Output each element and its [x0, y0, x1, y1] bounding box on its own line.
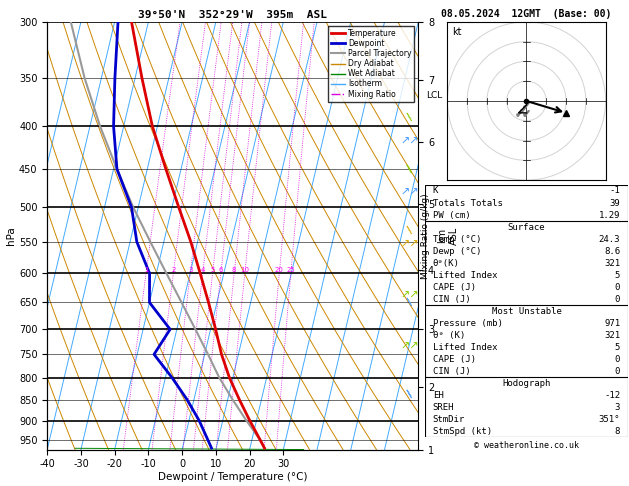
Text: 5: 5 — [615, 271, 620, 279]
Y-axis label: km
ASL: km ASL — [437, 226, 459, 245]
Text: /: / — [406, 225, 415, 234]
Text: θᵊ (K): θᵊ (K) — [433, 331, 465, 340]
Text: 0: 0 — [615, 295, 620, 304]
Text: CIN (J): CIN (J) — [433, 295, 470, 304]
Text: ↗↗: ↗↗ — [401, 137, 420, 147]
Text: CAPE (J): CAPE (J) — [433, 355, 476, 364]
Text: 08.05.2024  12GMT  (Base: 00): 08.05.2024 12GMT (Base: 00) — [442, 9, 611, 19]
Text: Dewp (°C): Dewp (°C) — [433, 246, 481, 256]
Text: LCL: LCL — [426, 91, 442, 101]
Text: Most Unstable: Most Unstable — [491, 307, 562, 316]
Text: /: / — [406, 389, 415, 399]
Text: ↗↗: ↗↗ — [401, 342, 420, 352]
Text: 3: 3 — [615, 403, 620, 412]
Text: /: / — [406, 112, 415, 122]
Text: /: / — [406, 164, 415, 174]
Text: 971: 971 — [604, 319, 620, 328]
Text: 20: 20 — [275, 267, 284, 274]
Text: StmDir: StmDir — [433, 415, 465, 424]
Title: 39°50'N  352°29'W  395m  ASL: 39°50'N 352°29'W 395m ASL — [138, 10, 327, 20]
Text: kt: kt — [452, 27, 462, 36]
Text: 0: 0 — [615, 367, 620, 376]
Text: ↗↗: ↗↗ — [401, 291, 420, 300]
X-axis label: Dewpoint / Temperature (°C): Dewpoint / Temperature (°C) — [158, 472, 308, 482]
Text: K: K — [433, 187, 438, 195]
Text: 2: 2 — [171, 267, 175, 274]
Text: /: / — [406, 225, 415, 234]
Text: 39: 39 — [610, 198, 620, 208]
Text: 5: 5 — [615, 343, 620, 352]
Text: Lifted Index: Lifted Index — [433, 343, 498, 352]
Text: 8: 8 — [232, 267, 237, 274]
Text: /: / — [406, 389, 415, 399]
Text: ↗↗: ↗↗ — [401, 239, 420, 249]
Text: CAPE (J): CAPE (J) — [433, 283, 476, 292]
Text: Surface: Surface — [508, 223, 545, 231]
Text: 25: 25 — [286, 267, 295, 274]
Text: θᵊ(K): θᵊ(K) — [433, 259, 460, 268]
Text: /: / — [406, 164, 415, 174]
Text: 6: 6 — [219, 267, 223, 274]
Text: Mixing Ratio (g/kg): Mixing Ratio (g/kg) — [421, 193, 430, 278]
Text: /: / — [406, 164, 415, 174]
Text: /: / — [406, 389, 415, 399]
Text: 1.29: 1.29 — [599, 210, 620, 220]
Text: StmSpd (kt): StmSpd (kt) — [433, 427, 492, 436]
Text: /: / — [406, 298, 415, 307]
Text: 24.3: 24.3 — [599, 235, 620, 243]
Text: -1: -1 — [610, 187, 620, 195]
Text: Hodograph: Hodograph — [503, 379, 550, 388]
Text: /: / — [406, 298, 415, 307]
Text: 0: 0 — [615, 355, 620, 364]
Text: /: / — [406, 112, 415, 122]
Text: 10: 10 — [240, 267, 249, 274]
Text: 321: 321 — [604, 331, 620, 340]
Text: 321: 321 — [604, 259, 620, 268]
Legend: Temperature, Dewpoint, Parcel Trajectory, Dry Adiabat, Wet Adiabat, Isotherm, Mi: Temperature, Dewpoint, Parcel Trajectory… — [328, 26, 415, 102]
Text: 0: 0 — [615, 283, 620, 292]
Text: 8.6: 8.6 — [604, 246, 620, 256]
Text: © weatheronline.co.uk: © weatheronline.co.uk — [474, 440, 579, 450]
Text: 4: 4 — [201, 267, 205, 274]
Text: Pressure (mb): Pressure (mb) — [433, 319, 503, 328]
Text: PW (cm): PW (cm) — [433, 210, 470, 220]
Text: Totals Totals: Totals Totals — [433, 198, 503, 208]
Text: 3: 3 — [188, 267, 192, 274]
Text: 351°: 351° — [599, 415, 620, 424]
Text: 8: 8 — [615, 427, 620, 436]
Text: Lifted Index: Lifted Index — [433, 271, 498, 279]
Text: CIN (J): CIN (J) — [433, 367, 470, 376]
Y-axis label: hPa: hPa — [6, 226, 16, 245]
Text: Temp (°C): Temp (°C) — [433, 235, 481, 243]
Text: SREH: SREH — [433, 403, 454, 412]
Text: 1: 1 — [144, 267, 148, 274]
Text: 5: 5 — [210, 267, 214, 274]
Text: EH: EH — [433, 391, 443, 400]
Text: -12: -12 — [604, 391, 620, 400]
Text: ↗↗: ↗↗ — [401, 188, 420, 198]
